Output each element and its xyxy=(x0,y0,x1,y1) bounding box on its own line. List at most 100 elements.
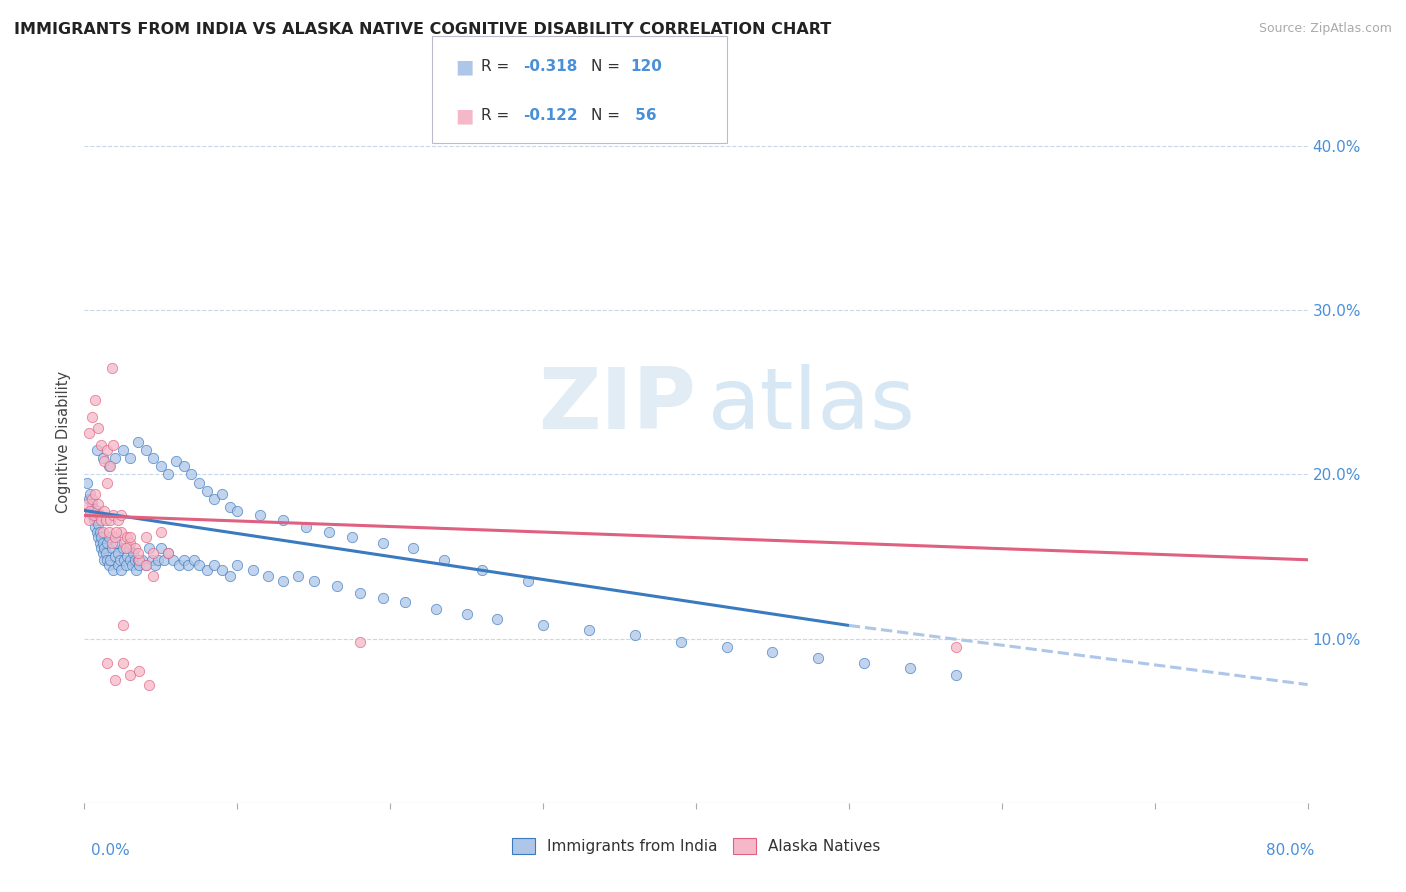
Point xyxy=(80,497,103,511)
Point xyxy=(433,553,456,567)
Point xyxy=(486,612,509,626)
Point xyxy=(115,549,138,564)
Text: R =: R = xyxy=(481,60,515,74)
Point xyxy=(83,501,105,516)
Point xyxy=(76,497,98,511)
Point xyxy=(90,513,112,527)
Point xyxy=(120,536,142,550)
Point xyxy=(371,536,394,550)
Point xyxy=(202,558,225,572)
Point xyxy=(93,503,115,517)
Point xyxy=(122,546,145,560)
Point xyxy=(118,541,141,556)
Text: ■: ■ xyxy=(456,106,474,126)
Point xyxy=(84,508,107,523)
Point xyxy=(90,541,112,556)
Point xyxy=(141,553,163,567)
Point xyxy=(98,459,121,474)
Point xyxy=(110,563,132,577)
Point xyxy=(325,579,347,593)
Point xyxy=(93,553,115,567)
Point xyxy=(114,558,136,572)
Text: N =: N = xyxy=(591,109,624,123)
Point xyxy=(103,438,125,452)
Point xyxy=(101,360,124,375)
Point xyxy=(107,558,129,572)
Point xyxy=(257,569,280,583)
Point xyxy=(226,558,249,572)
Point xyxy=(96,442,118,457)
Point xyxy=(79,503,101,517)
Point xyxy=(120,530,142,544)
Point xyxy=(128,665,150,679)
Point xyxy=(135,558,157,572)
Point xyxy=(211,487,233,501)
Point xyxy=(89,508,111,523)
Point xyxy=(87,516,110,531)
Point xyxy=(402,541,425,556)
Point xyxy=(195,563,218,577)
Point xyxy=(104,549,127,564)
Point xyxy=(149,524,172,539)
Point xyxy=(142,450,165,465)
Point xyxy=(128,558,150,572)
Point xyxy=(111,618,134,632)
Point xyxy=(110,524,132,539)
Point xyxy=(287,569,309,583)
Point xyxy=(120,450,142,465)
Point xyxy=(83,508,105,523)
Text: ZIP: ZIP xyxy=(538,364,696,447)
Point xyxy=(101,536,124,550)
Point xyxy=(218,569,240,583)
Text: atlas: atlas xyxy=(709,364,917,447)
Point xyxy=(111,442,134,457)
Point xyxy=(945,667,967,681)
Point xyxy=(111,657,134,671)
Point xyxy=(120,667,142,681)
Point xyxy=(87,421,110,435)
Point xyxy=(945,640,967,654)
Point xyxy=(91,536,114,550)
Point xyxy=(135,530,157,544)
Point xyxy=(173,459,195,474)
Text: IMMIGRANTS FROM INDIA VS ALASKA NATIVE COGNITIVE DISABILITY CORRELATION CHART: IMMIGRANTS FROM INDIA VS ALASKA NATIVE C… xyxy=(14,22,831,37)
Point xyxy=(107,513,129,527)
Point xyxy=(112,553,135,567)
Point xyxy=(143,558,166,572)
Point xyxy=(516,574,538,588)
Point xyxy=(101,541,124,556)
Point xyxy=(84,393,107,408)
Point xyxy=(456,607,478,621)
Point xyxy=(104,450,127,465)
Point xyxy=(91,450,114,465)
Point xyxy=(83,513,105,527)
Point xyxy=(195,483,218,498)
Point xyxy=(105,524,128,539)
Point xyxy=(103,508,125,523)
Point xyxy=(96,536,118,550)
Point xyxy=(86,503,108,517)
Point xyxy=(162,553,184,567)
Point xyxy=(96,657,118,671)
Point xyxy=(84,487,107,501)
Point xyxy=(112,536,135,550)
Text: 120: 120 xyxy=(630,60,662,74)
Point xyxy=(153,553,176,567)
Point xyxy=(105,536,128,550)
Point xyxy=(302,574,325,588)
Point xyxy=(716,640,738,654)
Point xyxy=(93,541,115,556)
Point xyxy=(87,497,110,511)
Point xyxy=(111,541,134,556)
Point xyxy=(98,553,121,567)
Point xyxy=(127,546,149,560)
Text: Source: ZipAtlas.com: Source: ZipAtlas.com xyxy=(1258,22,1392,36)
Point xyxy=(121,558,143,572)
Point xyxy=(211,563,233,577)
Point xyxy=(349,585,371,599)
Point xyxy=(807,651,830,665)
Point xyxy=(318,524,340,539)
Text: -0.318: -0.318 xyxy=(523,60,578,74)
Point xyxy=(87,530,110,544)
Point xyxy=(295,520,318,534)
